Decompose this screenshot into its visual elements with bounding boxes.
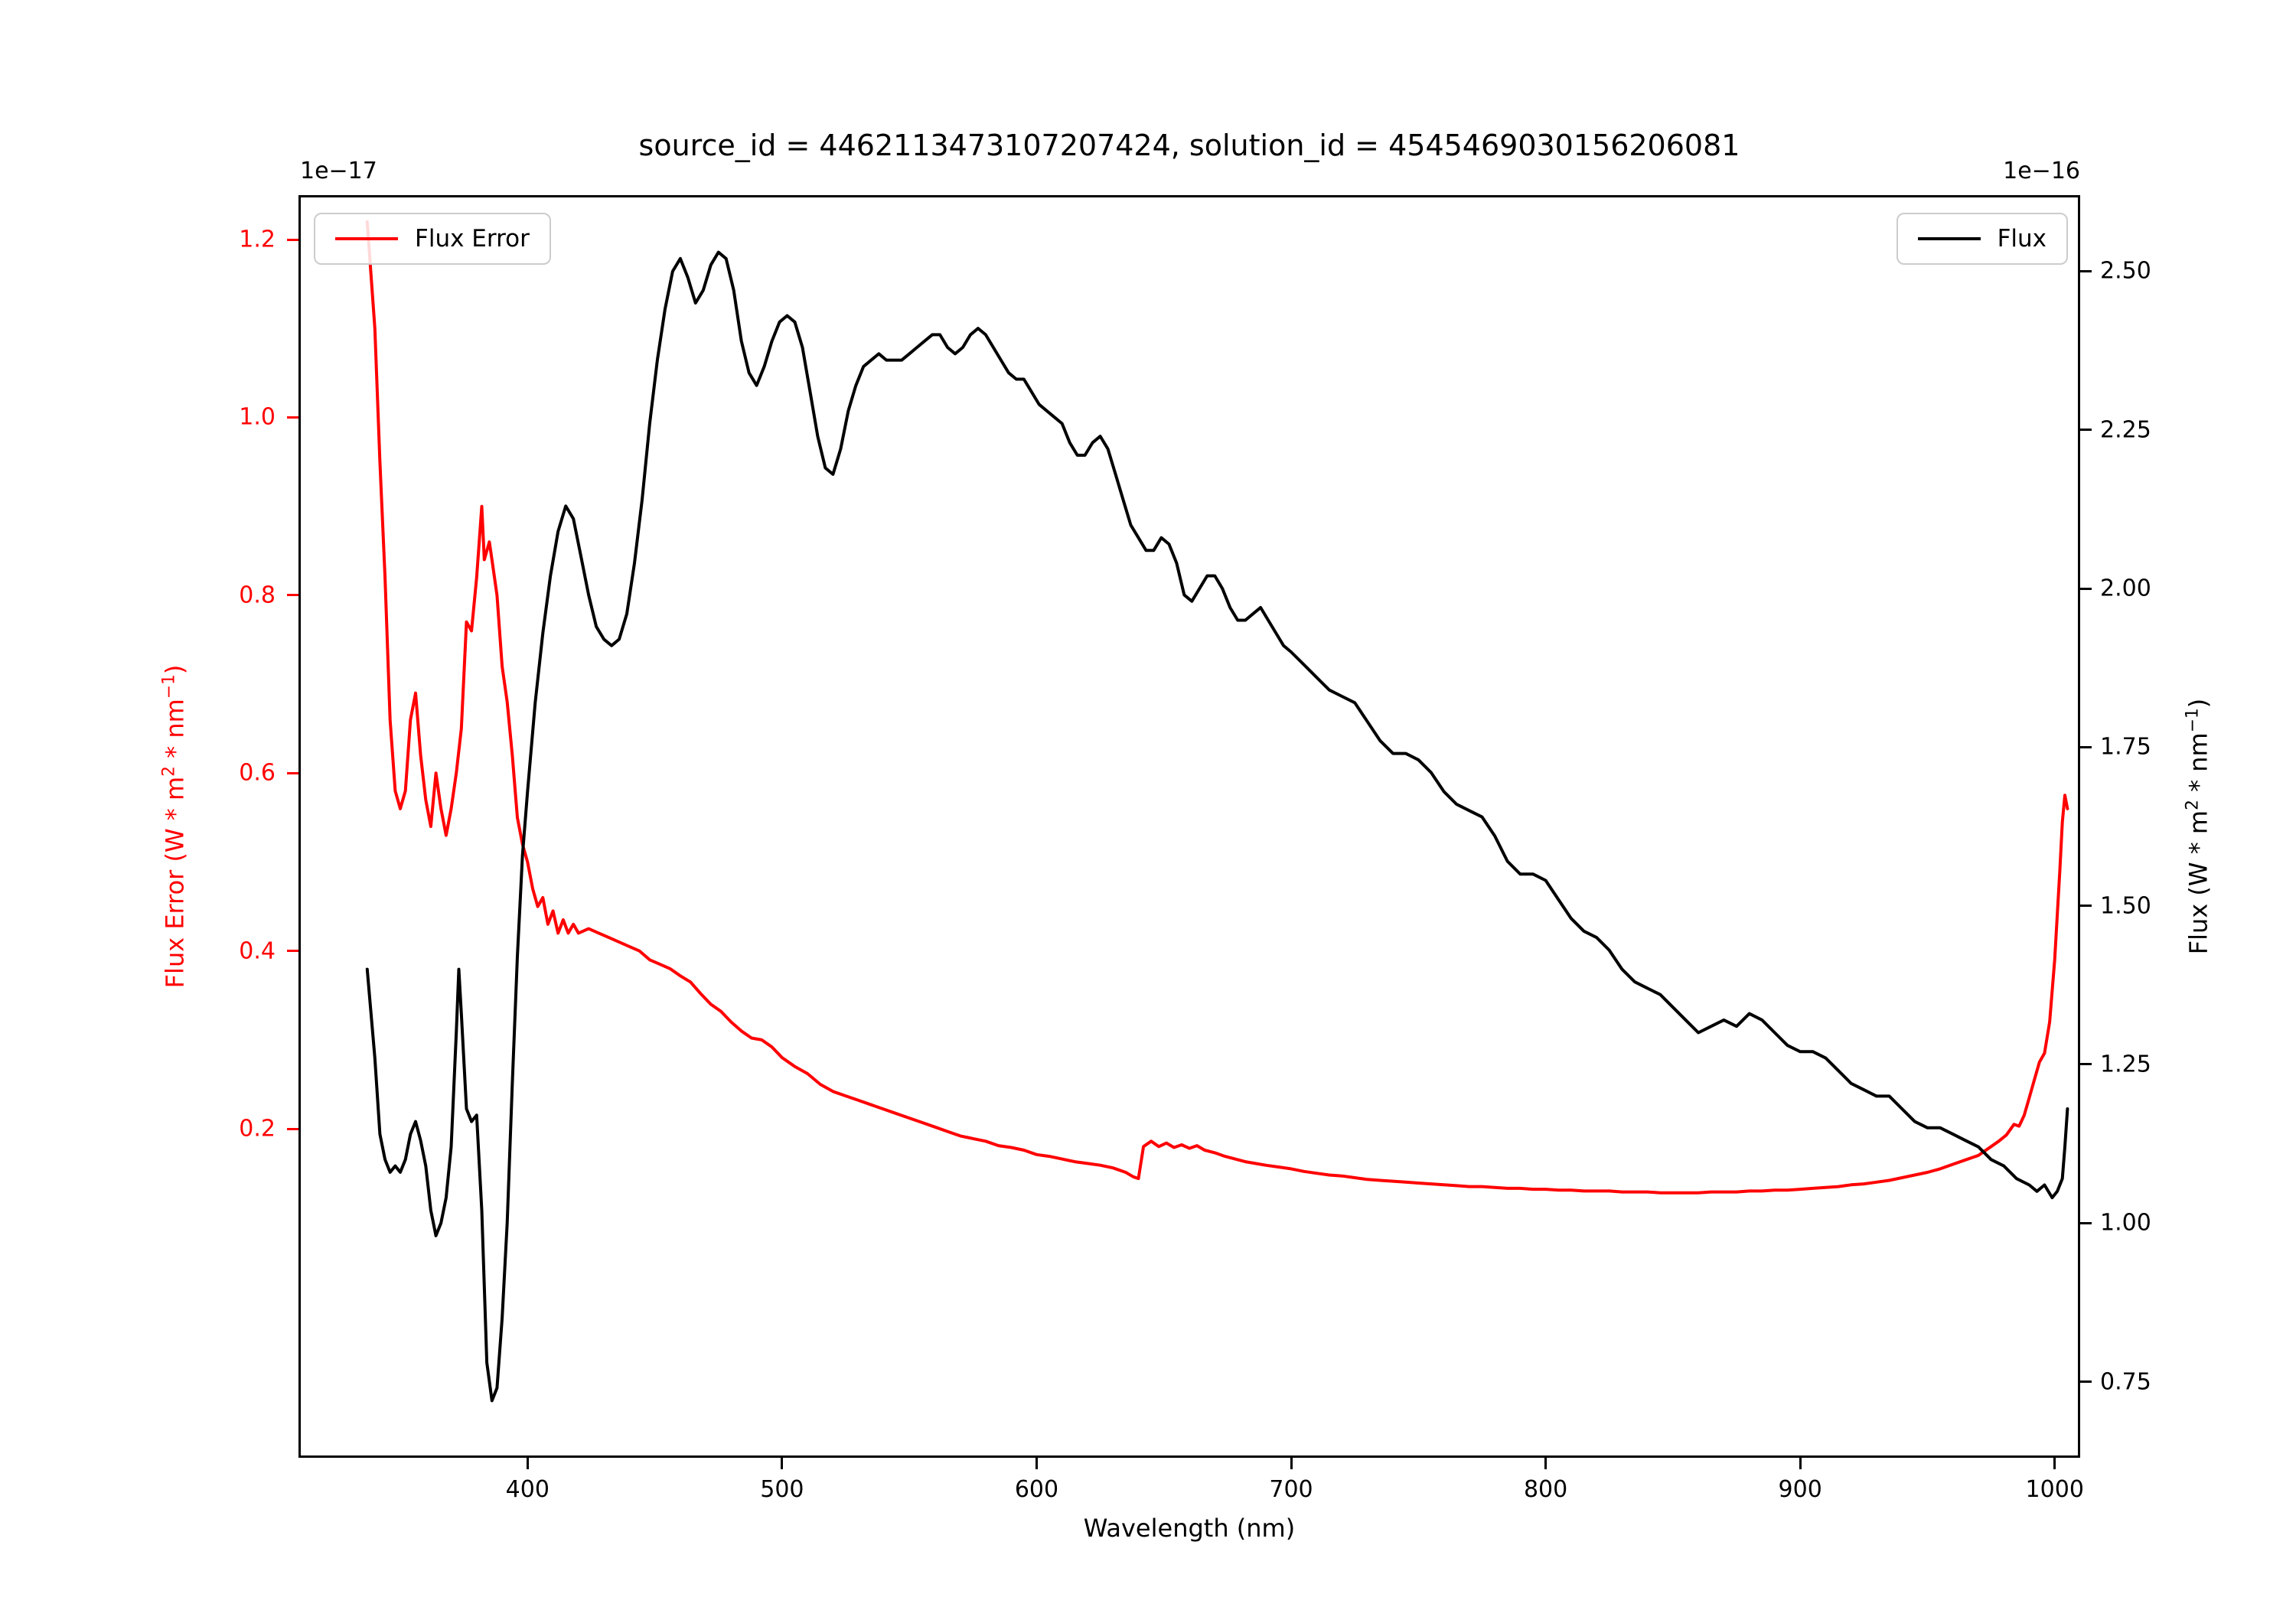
flux-line-sample	[1917, 237, 1981, 240]
legend-flux: Flux	[1896, 213, 2068, 265]
right-y-label-post: )	[2183, 698, 2213, 709]
right-y-tick-mark-2.50	[2080, 269, 2092, 272]
legend-flux-error: Flux Error	[314, 213, 551, 265]
series-line-flux-error	[365, 220, 2069, 1195]
left-y-tick-mark-0.2	[287, 1127, 298, 1130]
right-y-tick-label-1.50: 1.50	[2100, 892, 2151, 920]
left-y-tick-label-0.8: 0.8	[239, 582, 276, 609]
right-y-axis-label: Flux (W * m2 * nm−1)	[2183, 699, 2213, 955]
right-y-tick-label-0.75: 0.75	[2100, 1368, 2151, 1395]
x-tick-mark-600	[1035, 1458, 1038, 1469]
x-tick-mark-700	[1290, 1458, 1293, 1469]
x-tick-label-500: 500	[760, 1476, 804, 1503]
left-y-tick-mark-1.2	[287, 238, 298, 241]
x-axis-label: Wavelength (nm)	[1083, 1514, 1296, 1543]
right-y-tick-mark-1.75	[2080, 745, 2092, 748]
right-y-tick-label-1.75: 1.75	[2100, 733, 2151, 761]
series-line-flux	[365, 250, 2069, 1403]
left-axis-offset-text: 1e−17	[300, 158, 377, 184]
x-tick-mark-1000	[2053, 1458, 2056, 1469]
right-axis-offset-text: 1e−16	[2003, 158, 2080, 184]
plot-area	[365, 220, 2069, 1403]
left-y-axis-label: Flux Error (W * m2 * nm−1)	[160, 665, 190, 989]
x-tick-label-800: 800	[1523, 1476, 1568, 1503]
left-y-label-sup2: 2	[159, 766, 179, 777]
left-y-tick-label-0.4: 0.4	[239, 937, 276, 965]
x-tick-label-1000: 1000	[2025, 1476, 2084, 1503]
x-tick-label-600: 600	[1014, 1476, 1059, 1503]
right-y-tick-mark-1.00	[2080, 1221, 2092, 1224]
right-y-tick-mark-1.50	[2080, 905, 2092, 908]
x-tick-label-700: 700	[1269, 1476, 1313, 1503]
right-y-tick-label-1.00: 1.00	[2100, 1209, 2151, 1237]
right-y-tick-label-2.25: 2.25	[2100, 416, 2151, 444]
left-y-tick-label-1.0: 1.0	[239, 403, 276, 431]
right-y-label-sup2: 2	[2183, 800, 2203, 810]
right-y-tick-mark-0.75	[2080, 1380, 2092, 1383]
left-y-label-pre: Flux Error (W * m	[160, 776, 190, 989]
x-tick-mark-900	[1799, 1458, 1802, 1469]
left-y-tick-mark-0.4	[287, 950, 298, 953]
left-y-label-supm1: −1	[159, 674, 179, 699]
x-tick-label-900: 900	[1778, 1476, 1822, 1503]
right-y-tick-mark-1.25	[2080, 1063, 2092, 1066]
right-y-tick-mark-2.00	[2080, 587, 2092, 590]
right-y-tick-label-1.25: 1.25	[2100, 1051, 2151, 1078]
left-y-tick-label-0.2: 0.2	[239, 1115, 276, 1143]
right-y-tick-label-2.00: 2.00	[2100, 575, 2151, 602]
right-y-tick-label-2.50: 2.50	[2100, 257, 2151, 285]
right-y-label-supm1: −1	[2183, 708, 2203, 733]
right-y-tick-mark-2.25	[2080, 429, 2092, 432]
x-tick-label-400: 400	[505, 1476, 550, 1503]
right-y-label-pre: Flux (W * m	[2183, 810, 2213, 955]
left-y-tick-label-0.6: 0.6	[239, 759, 276, 787]
left-y-tick-mark-0.8	[287, 594, 298, 597]
left-y-label-post: )	[160, 664, 190, 675]
left-y-tick-mark-1.0	[287, 416, 298, 419]
x-tick-mark-500	[781, 1458, 784, 1469]
chart-title: source_id = 4462113473107207424, solutio…	[638, 129, 1740, 162]
right-y-label-mid: * nm	[2183, 732, 2213, 800]
legend-flux-error-label: Flux Error	[415, 225, 530, 253]
left-y-tick-label-1.2: 1.2	[239, 226, 276, 253]
flux-error-line-sample	[335, 237, 398, 240]
x-tick-mark-400	[526, 1458, 529, 1469]
left-y-label-mid: * nm	[160, 699, 190, 766]
x-tick-mark-800	[1544, 1458, 1548, 1469]
legend-flux-label: Flux	[1997, 225, 2047, 253]
left-y-tick-mark-0.6	[287, 771, 298, 774]
